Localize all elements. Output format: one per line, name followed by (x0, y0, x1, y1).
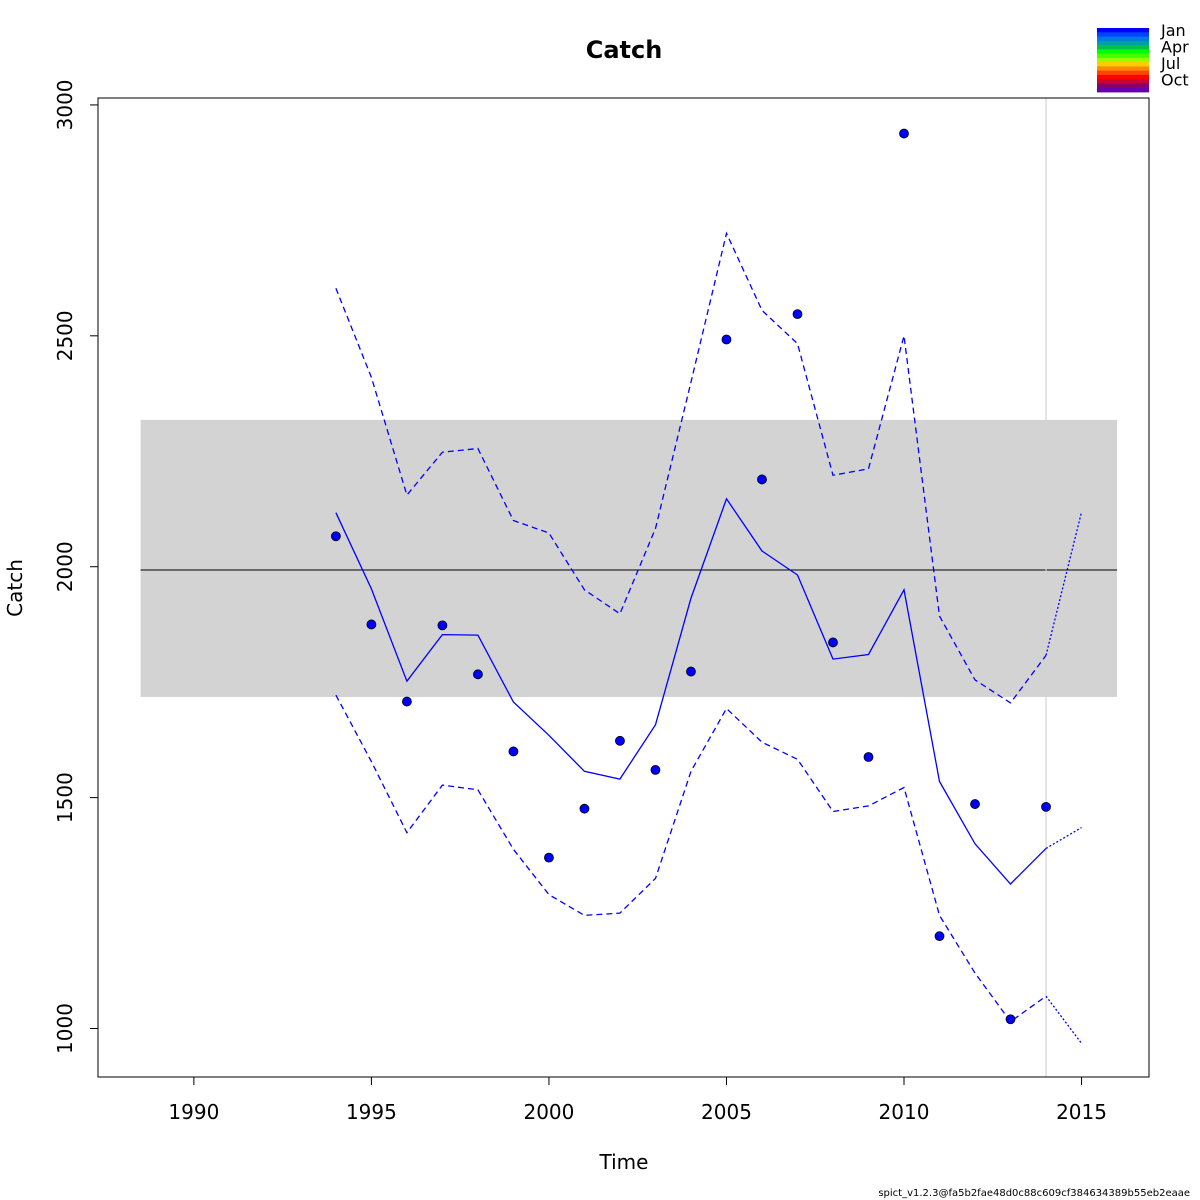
y-tick-label: 1000 (53, 1003, 77, 1054)
axes: 1990 1995 2000 2005 2010 2015 1000 1500 2000 2500… (53, 79, 1107, 1124)
legend-label: Jan (1160, 21, 1186, 40)
legend-label: Apr (1161, 38, 1189, 57)
series-layer (335, 231, 1083, 1044)
x-tick-label: 2015 (1056, 1100, 1107, 1124)
observation-point (686, 666, 696, 677)
reference-band (140, 419, 1118, 697)
observation-point (544, 852, 554, 863)
legend-color-swatch (1097, 70, 1149, 76)
observation-points (330, 128, 1051, 1025)
observation-point (934, 931, 945, 942)
y-tick-label: 2000 (53, 541, 77, 592)
legend-color-swatch (1097, 45, 1149, 50)
legend-color-swatch (1097, 32, 1149, 37)
observation-point (757, 474, 767, 485)
chart-title: Catch (586, 36, 663, 64)
observation-point (899, 128, 909, 139)
legend-color-swatch (1097, 83, 1149, 89)
series-line-dotted-4 (1045, 512, 1083, 656)
series-line-dotted-3 (1045, 827, 1082, 849)
x-tick-label: 2010 (879, 1100, 930, 1124)
x-tick-label: 2000 (523, 1100, 574, 1124)
reference-lines (140, 98, 1118, 1077)
y-axis-label: Catch (3, 559, 27, 617)
observation-point (366, 619, 377, 630)
y-tick-label: 1500 (53, 772, 77, 823)
legend-color-swatch (1097, 87, 1149, 93)
series-line-dashed-1 (335, 231, 1047, 704)
observation-point (828, 637, 838, 648)
legend-label: Jul (1160, 54, 1180, 73)
legend-label: Oct (1161, 71, 1189, 90)
observation-point (437, 620, 448, 631)
series-line-solid-0 (335, 497, 1047, 885)
x-axis-label: Time (599, 1150, 649, 1174)
legend-color-swatch (1097, 36, 1149, 42)
legend-color-swatch (1097, 79, 1149, 84)
x-tick-label: 1990 (168, 1100, 219, 1124)
band-layer (140, 419, 1118, 697)
legend-color-swatch (1097, 57, 1149, 63)
observation-point (650, 765, 661, 775)
observation-point (615, 735, 625, 746)
legend-color-swatch (1097, 40, 1149, 46)
observation-point (792, 309, 803, 320)
observation-point (721, 334, 732, 345)
legend-color-swatch (1097, 49, 1149, 54)
x-tick-label: 1995 (346, 1100, 397, 1124)
legend-color-swatch (1097, 62, 1149, 67)
y-tick-label: 3000 (53, 79, 77, 130)
y-tick-label: 2500 (53, 310, 77, 361)
observation-point (863, 752, 874, 762)
observation-point (579, 803, 590, 814)
observation-point (1005, 1014, 1016, 1025)
observation-point (473, 669, 483, 680)
observation-point (508, 746, 519, 757)
version-footer: spict_v1.2.3@fa5b2fae48d0c88c609cf384634… (878, 1188, 1190, 1199)
legend-color-swatch (1097, 74, 1149, 80)
series-line-dashed-2 (335, 694, 1047, 1023)
legend-color-swatch (1097, 53, 1149, 59)
series-line-dotted-5 (1045, 995, 1083, 1044)
observation-point (1041, 801, 1051, 812)
x-tick-label: 2005 (701, 1100, 752, 1124)
observation-point (402, 696, 412, 707)
legend-color-swatch (1097, 66, 1149, 72)
observation-point (330, 531, 341, 542)
legend-color-swatch (1097, 28, 1149, 33)
observation-point (970, 799, 980, 809)
